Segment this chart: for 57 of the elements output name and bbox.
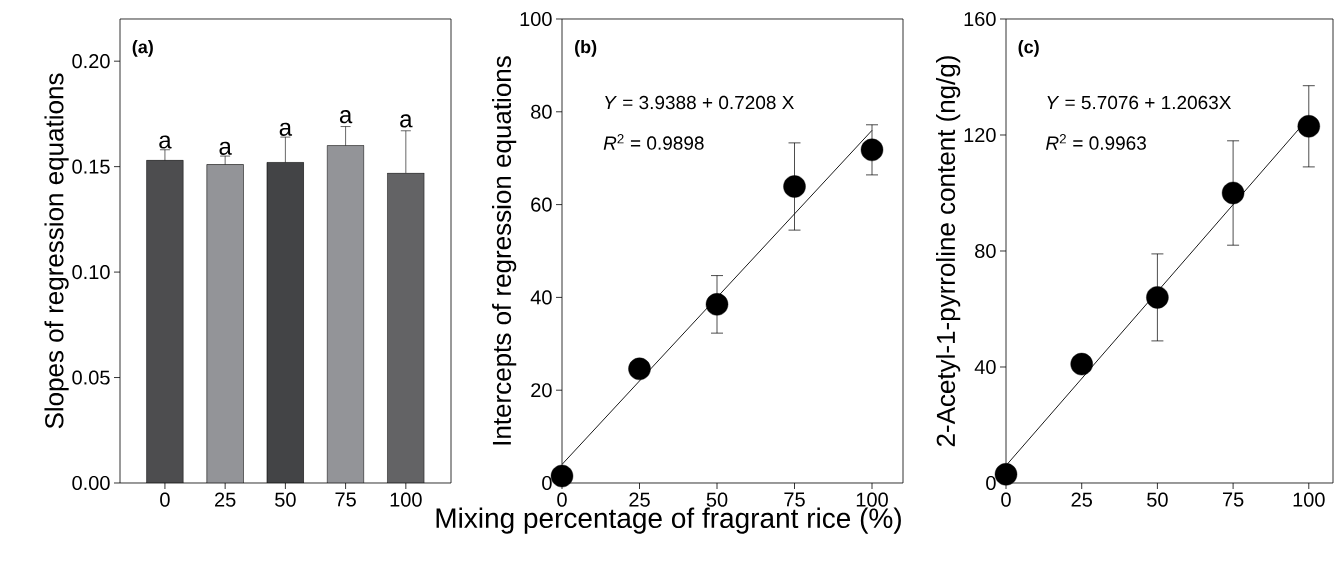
x-tick-label: 75 — [1222, 492, 1244, 507]
y-tick-label: 40 — [974, 359, 996, 375]
x-tick-label: 75 — [784, 492, 805, 507]
point — [994, 463, 1018, 486]
annotation: a — [219, 141, 232, 155]
point — [705, 293, 729, 316]
x-tick-label: 25 — [629, 492, 650, 507]
y-tick-label: 80 — [975, 243, 996, 259]
x-tick-label: 100 — [856, 492, 888, 507]
text: (b) — [575, 40, 597, 57]
x-tick-label: 100 — [390, 492, 422, 507]
y-tick-label: 0.10 — [72, 265, 110, 280]
y-tick-label: 0.00 — [72, 475, 110, 491]
x-tick-label: 100 — [1293, 492, 1325, 507]
x-tick-label: 25 — [1071, 492, 1092, 507]
point — [860, 138, 884, 162]
y-tick-label: 100 — [520, 11, 552, 27]
point — [550, 464, 574, 488]
annotation: R$^{2}$ = 0.9963 — [1046, 134, 1146, 150]
y-tick-label: 160 — [964, 11, 996, 27]
point — [1221, 181, 1245, 205]
y-tick-label: 0.05 — [72, 370, 110, 385]
y-tick-label: 120 — [964, 127, 996, 143]
x-tick-label: 50 — [275, 492, 296, 507]
point — [1146, 286, 1169, 309]
x-axis-title: Mixing percentage of fragrant rice (%) — [436, 507, 901, 534]
x-tick-label: 75 — [335, 492, 356, 507]
y-tick-label: 0.15 — [72, 159, 110, 174]
y-tick-label: 0.20 — [72, 54, 110, 69]
y-tick-label: 20 — [531, 383, 552, 398]
point — [1297, 115, 1320, 138]
annotation: a — [159, 135, 172, 149]
y-axis-title: 2-Acetyl-1-pyrroline content (ng/g) — [936, 56, 961, 447]
x-tick-label: 0 — [557, 492, 567, 507]
annotation: Y = 3.9388 + 0.7208 X — [605, 95, 794, 110]
point — [1070, 352, 1093, 376]
text: (a) — [132, 40, 153, 57]
annotation: R$^{2}$ = 0.9898 — [603, 134, 704, 150]
y-tick-label: 0 — [986, 475, 996, 491]
text: (c) — [1018, 40, 1039, 57]
x-tick-label: 50 — [706, 492, 728, 507]
annotation: a — [279, 122, 293, 136]
x-tick-label: 0 — [1001, 492, 1011, 507]
annotation: a — [400, 114, 413, 128]
x-tick-label: 50 — [1147, 492, 1168, 507]
y-tick-label: 40 — [530, 290, 552, 305]
point — [783, 175, 806, 198]
y-axis-title: Intercepts of regression equations — [492, 56, 517, 445]
y-tick-label: 60 — [531, 197, 552, 212]
point — [628, 357, 651, 381]
y-axis-title: Slopes of regression equations — [44, 73, 69, 429]
x-tick-label: 0 — [160, 492, 170, 507]
annotation: a — [339, 110, 353, 124]
x-tick-label: 25 — [215, 492, 236, 507]
annotation: Y = 5.7076 + 1.2063X — [1047, 95, 1232, 110]
y-tick-label: 0 — [542, 475, 552, 491]
y-tick-label: 80 — [531, 104, 552, 119]
